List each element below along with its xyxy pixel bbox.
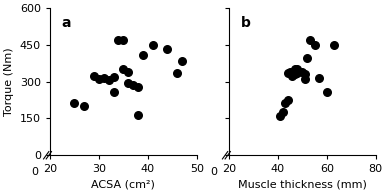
Point: [301, 73, 308, 76]
Point: [279, 111, 286, 114]
Y-axis label: Torque (Nm): Torque (Nm): [4, 47, 14, 116]
Point: [164, 47, 171, 50]
Point: [125, 70, 131, 74]
X-axis label: ACSA (cm²): ACSA (cm²): [91, 180, 155, 190]
Point: [120, 68, 127, 71]
Point: [125, 81, 131, 84]
Point: [294, 68, 300, 71]
Point: [71, 101, 77, 104]
Point: [111, 90, 117, 93]
Point: [130, 84, 136, 87]
Point: [304, 57, 310, 60]
X-axis label: Muscle thickness (mm): Muscle thickness (mm): [238, 180, 367, 190]
Text: 0: 0: [31, 167, 38, 177]
Point: [120, 38, 127, 42]
Point: [135, 85, 141, 88]
Text: b: b: [240, 16, 250, 29]
Point: [316, 76, 322, 80]
Point: [81, 105, 87, 108]
Point: [284, 72, 291, 75]
Point: [287, 70, 293, 74]
Point: [299, 70, 305, 74]
Point: [96, 78, 102, 81]
Point: [284, 99, 291, 102]
Point: [324, 90, 330, 93]
Point: [106, 79, 112, 82]
Point: [150, 43, 156, 47]
Point: [292, 73, 298, 76]
Point: [91, 74, 97, 77]
Point: [282, 101, 288, 104]
Point: [331, 43, 337, 47]
Point: [115, 38, 122, 42]
Point: [289, 74, 296, 77]
Point: [301, 78, 308, 81]
Point: [174, 72, 180, 75]
Point: [292, 68, 298, 71]
Text: 0: 0: [210, 167, 217, 177]
Point: [294, 72, 300, 75]
Point: [312, 43, 318, 47]
Point: [179, 59, 185, 62]
Point: [111, 75, 117, 78]
Point: [140, 53, 146, 56]
Point: [307, 38, 313, 42]
Text: a: a: [62, 16, 71, 29]
Point: [101, 76, 107, 80]
Point: [135, 113, 141, 116]
Point: [277, 114, 283, 118]
